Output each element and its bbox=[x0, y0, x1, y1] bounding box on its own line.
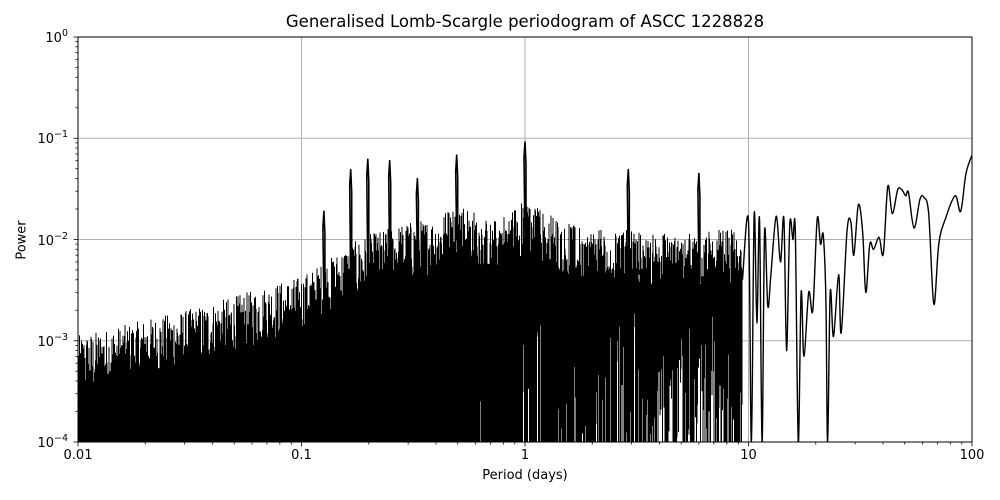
y-axis-label: Power bbox=[14, 220, 30, 260]
y-tick-label: 10−3 bbox=[37, 331, 68, 350]
x-tick-label: 1 bbox=[520, 448, 530, 463]
x-tick-label: 10 bbox=[740, 448, 757, 463]
y-tick-label: 10−4 bbox=[37, 433, 68, 451]
x-tick-label: 0.01 bbox=[63, 448, 93, 463]
x-tick-label: 0.1 bbox=[291, 448, 312, 463]
y-tick-label: 10−1 bbox=[37, 129, 68, 148]
y-tick-label: 100 bbox=[45, 28, 68, 46]
y-tick-label: 10−2 bbox=[37, 230, 68, 249]
x-axis-label: Period (days) bbox=[482, 468, 568, 483]
x-tick-label: 100 bbox=[959, 448, 985, 463]
periodogram-line bbox=[78, 141, 972, 442]
chart-title: Generalised Lomb-Scargle periodogram of … bbox=[285, 12, 765, 31]
tick-marks bbox=[73, 36, 973, 447]
